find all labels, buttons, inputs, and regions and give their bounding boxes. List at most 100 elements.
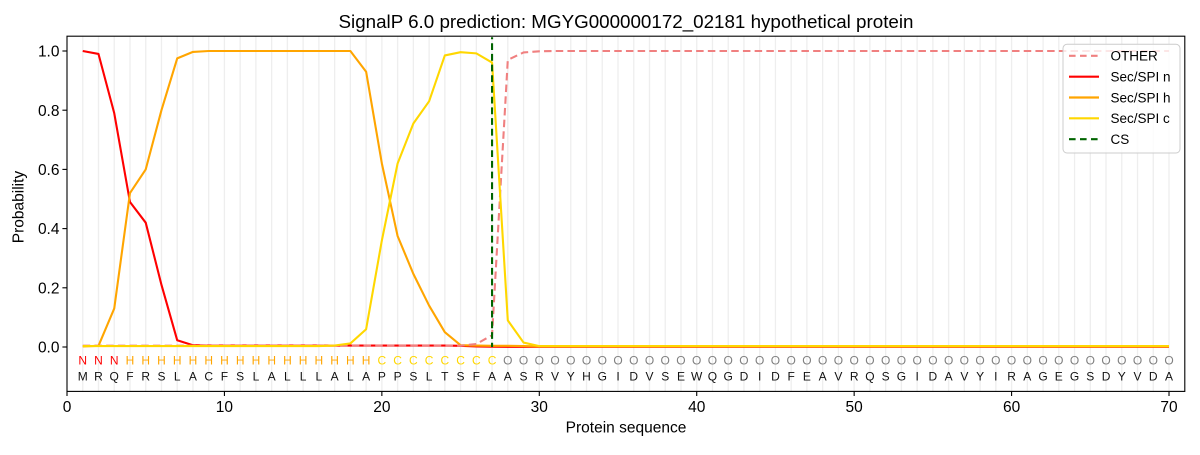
svg-text:D: D — [629, 369, 638, 383]
svg-text:C: C — [440, 354, 449, 368]
svg-text:H: H — [267, 354, 276, 368]
svg-text:CS: CS — [1111, 132, 1130, 147]
svg-text:R: R — [141, 369, 150, 383]
svg-text:H: H — [330, 354, 339, 368]
svg-text:I: I — [915, 369, 918, 383]
svg-text:C: C — [456, 354, 465, 368]
svg-text:H: H — [204, 354, 213, 368]
svg-text:F: F — [788, 369, 795, 383]
svg-text:Sec/SPI c: Sec/SPI c — [1111, 111, 1171, 126]
svg-text:E: E — [677, 369, 685, 383]
svg-text:R: R — [1007, 369, 1016, 383]
svg-text:O: O — [944, 354, 953, 368]
svg-text:C: C — [409, 354, 418, 368]
svg-text:O: O — [1086, 354, 1095, 368]
svg-text:H: H — [582, 369, 591, 383]
svg-text:OTHER: OTHER — [1111, 49, 1159, 64]
svg-text:H: H — [283, 354, 292, 368]
svg-text:0: 0 — [63, 399, 72, 416]
svg-text:S: S — [661, 369, 669, 383]
svg-text:C: C — [488, 354, 497, 368]
svg-text:W: W — [691, 369, 703, 383]
svg-text:O: O — [661, 354, 670, 368]
svg-text:C: C — [425, 354, 434, 368]
svg-text:0.6: 0.6 — [38, 162, 60, 179]
svg-text:O: O — [566, 354, 575, 368]
svg-text:S: S — [409, 369, 417, 383]
svg-text:S: S — [520, 369, 528, 383]
svg-text:O: O — [598, 354, 607, 368]
svg-text:Probability: Probability — [11, 171, 28, 244]
svg-text:0.0: 0.0 — [38, 340, 60, 357]
svg-text:H: H — [141, 354, 150, 368]
svg-text:H: H — [126, 354, 135, 368]
svg-text:Y: Y — [567, 369, 575, 383]
svg-text:70: 70 — [1160, 399, 1178, 416]
svg-text:A: A — [268, 369, 276, 383]
svg-text:O: O — [1038, 354, 1047, 368]
svg-text:O: O — [818, 354, 827, 368]
svg-text:O: O — [849, 354, 858, 368]
svg-text:G: G — [724, 369, 733, 383]
svg-text:L: L — [347, 369, 354, 383]
svg-text:H: H — [299, 354, 308, 368]
svg-text:H: H — [189, 354, 198, 368]
svg-text:O: O — [1117, 354, 1126, 368]
svg-text:SignalP 6.0 prediction: MGYG00: SignalP 6.0 prediction: MGYG000000172_02… — [339, 11, 914, 33]
svg-text:O: O — [519, 354, 528, 368]
svg-text:D: D — [929, 369, 938, 383]
svg-text:L: L — [316, 369, 323, 383]
svg-text:I: I — [616, 369, 619, 383]
svg-text:D: D — [1149, 369, 1158, 383]
svg-text:C: C — [204, 369, 213, 383]
svg-text:O: O — [739, 354, 748, 368]
svg-text:R: R — [850, 369, 859, 383]
svg-text:G: G — [598, 369, 607, 383]
svg-text:O: O — [613, 354, 622, 368]
svg-text:M: M — [78, 369, 88, 383]
svg-text:A: A — [1165, 369, 1173, 383]
svg-text:E: E — [1055, 369, 1063, 383]
svg-text:S: S — [882, 369, 890, 383]
svg-text:O: O — [897, 354, 906, 368]
svg-text:S: S — [236, 369, 244, 383]
svg-text:O: O — [1101, 354, 1110, 368]
svg-text:10: 10 — [216, 399, 234, 416]
svg-text:P: P — [394, 369, 402, 383]
svg-text:D: D — [1102, 369, 1111, 383]
svg-text:Y: Y — [1118, 369, 1126, 383]
svg-text:S: S — [457, 369, 465, 383]
svg-text:V: V — [551, 369, 559, 383]
svg-text:F: F — [126, 369, 133, 383]
svg-text:Q: Q — [110, 369, 119, 383]
svg-text:O: O — [535, 354, 544, 368]
svg-text:40: 40 — [688, 399, 706, 416]
svg-text:E: E — [803, 369, 811, 383]
svg-text:N: N — [78, 354, 87, 368]
svg-text:O: O — [755, 354, 764, 368]
svg-text:C: C — [378, 354, 387, 368]
svg-text:O: O — [708, 354, 717, 368]
svg-text:H: H — [220, 354, 229, 368]
svg-text:O: O — [960, 354, 969, 368]
svg-text:Q: Q — [865, 369, 874, 383]
svg-text:V: V — [960, 369, 968, 383]
svg-text:O: O — [928, 354, 937, 368]
svg-text:60: 60 — [1003, 399, 1021, 416]
svg-text:F: F — [473, 369, 480, 383]
svg-text:H: H — [252, 354, 261, 368]
svg-text:O: O — [645, 354, 654, 368]
svg-text:O: O — [1133, 354, 1142, 368]
svg-text:L: L — [284, 369, 291, 383]
svg-text:20: 20 — [373, 399, 391, 416]
svg-text:H: H — [173, 354, 182, 368]
svg-text:A: A — [1023, 369, 1031, 383]
svg-text:H: H — [236, 354, 245, 368]
svg-text:L: L — [253, 369, 260, 383]
svg-text:O: O — [1149, 354, 1158, 368]
svg-text:A: A — [504, 369, 512, 383]
svg-text:T: T — [441, 369, 449, 383]
svg-text:R: R — [94, 369, 103, 383]
svg-text:O: O — [550, 354, 559, 368]
svg-text:50: 50 — [846, 399, 864, 416]
